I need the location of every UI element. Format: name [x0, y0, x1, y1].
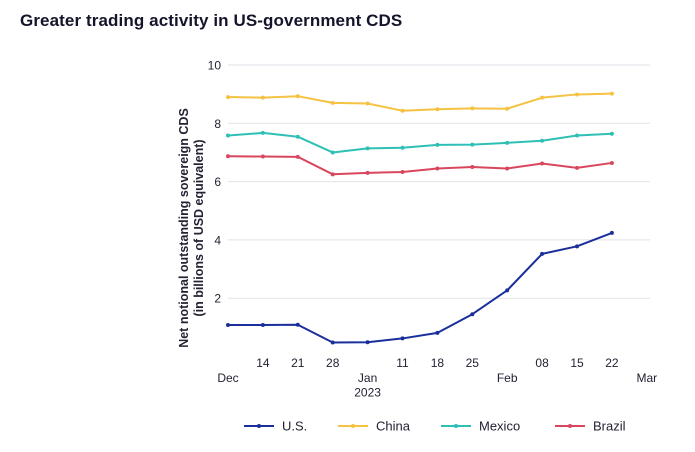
y-tick-label: 4 — [214, 233, 221, 247]
data-point-china — [575, 92, 579, 97]
x-tick-label: Jan — [358, 371, 377, 385]
data-point-brazil — [295, 154, 300, 159]
data-point-china — [226, 95, 230, 100]
chart-title: Greater trading activity in US-governmen… — [20, 11, 403, 30]
legend-swatch-dot — [568, 424, 572, 428]
x-tick-label: 08 — [535, 356, 549, 370]
data-point-brazil — [260, 154, 265, 159]
data-point-us — [295, 322, 300, 327]
data-point-brazil — [400, 169, 405, 174]
data-point-mexico — [330, 150, 335, 155]
data-point-china — [365, 101, 370, 106]
data-point-mexico — [505, 140, 510, 145]
legend-label: Mexico — [479, 419, 520, 434]
x-tick-label: 28 — [326, 356, 340, 370]
data-point-us — [435, 330, 440, 335]
y-tick-label: 6 — [214, 175, 221, 189]
series-line-us — [227, 231, 613, 344]
legend-label: Brazil — [593, 419, 626, 434]
data-point-brazil — [609, 160, 614, 165]
x-tick-label: Mar — [636, 371, 657, 385]
data-point-china — [330, 100, 335, 105]
data-point-china — [540, 95, 545, 100]
data-point-us — [226, 323, 230, 328]
data-point-us — [540, 251, 545, 256]
y-axis-label-line-2: (in billions of USD equivalent) — [192, 139, 206, 316]
data-point-mexico — [400, 145, 405, 150]
data-point-china — [609, 91, 614, 96]
data-point-us — [470, 312, 475, 317]
x-tick-label: 18 — [431, 356, 445, 370]
data-point-mexico — [365, 146, 370, 151]
y-axis-label-line-1: Net notional outstanding sovereign CDS — [177, 108, 191, 348]
data-point-us — [505, 288, 510, 293]
data-point-brazil — [540, 161, 545, 166]
data-point-mexico — [540, 138, 545, 143]
data-point-china — [400, 108, 405, 113]
legend-swatch-dot — [454, 424, 458, 428]
data-point-china — [505, 106, 510, 111]
data-point-mexico — [470, 142, 475, 147]
data-point-china — [260, 95, 265, 100]
legend-swatch-dot — [257, 424, 261, 428]
x-tick-year-label: 2023 — [354, 386, 381, 400]
x-tick-label: Dec — [217, 371, 238, 385]
data-point-brazil — [226, 154, 230, 159]
data-point-china — [295, 94, 300, 99]
legend-label: U.S. — [282, 419, 307, 434]
series-line-mexico — [227, 131, 613, 154]
x-tick-label: 25 — [466, 356, 480, 370]
data-point-brazil — [505, 166, 510, 171]
data-point-us — [260, 323, 265, 328]
data-point-brazil — [330, 172, 335, 177]
series-line-china — [227, 92, 613, 112]
data-point-mexico — [575, 133, 579, 138]
x-tick-label: 14 — [256, 356, 270, 370]
data-point-china — [435, 107, 440, 112]
data-point-brazil — [470, 165, 475, 170]
data-point-us — [609, 230, 614, 235]
legend-label: China — [376, 419, 411, 434]
data-point-china — [470, 106, 475, 111]
x-tick-label: 15 — [570, 356, 584, 370]
legend-swatch-dot — [351, 424, 355, 428]
x-tick-label: 22 — [605, 356, 619, 370]
data-point-mexico — [295, 134, 300, 139]
data-point-mexico — [226, 133, 230, 138]
series-line-brazil — [227, 155, 613, 176]
data-point-us — [365, 340, 370, 345]
data-point-mexico — [435, 142, 440, 147]
data-point-brazil — [575, 165, 579, 170]
y-tick-label: 8 — [214, 117, 221, 131]
x-tick-label: 21 — [291, 356, 305, 370]
x-tick-label: Feb — [497, 371, 518, 385]
data-point-us — [330, 340, 335, 345]
data-point-us — [400, 336, 405, 341]
data-point-brazil — [435, 166, 440, 171]
data-point-mexico — [260, 130, 265, 135]
data-point-mexico — [609, 131, 614, 136]
y-tick-label: 2 — [214, 292, 221, 306]
x-tick-label: 11 — [396, 356, 409, 370]
y-tick-label: 10 — [208, 59, 222, 73]
data-point-us — [575, 244, 579, 249]
data-point-brazil — [365, 170, 370, 175]
